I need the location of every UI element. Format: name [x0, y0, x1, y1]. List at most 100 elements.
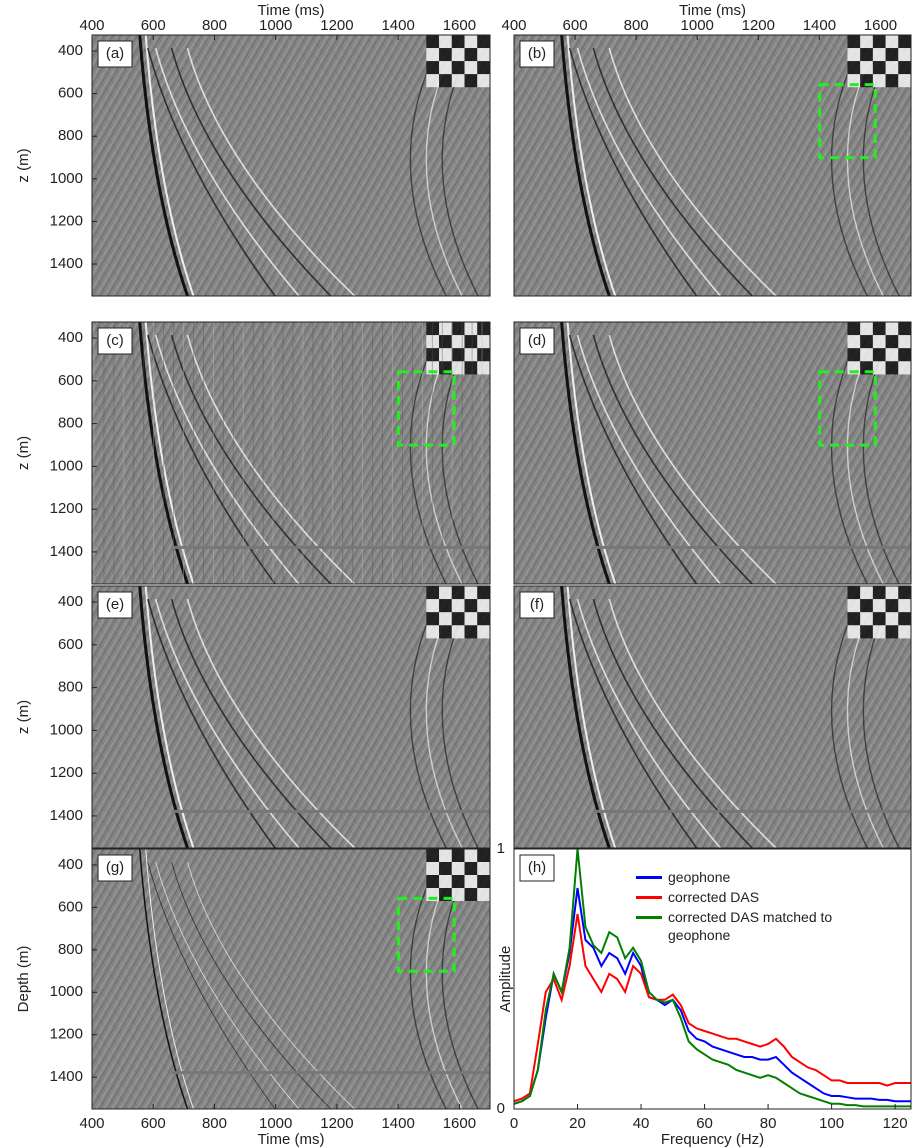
checker — [886, 586, 899, 599]
checker — [860, 61, 873, 74]
checker — [860, 335, 873, 348]
checker — [439, 625, 452, 638]
legend-label: corrected DAS — [668, 888, 838, 906]
x-tick-label: 600 — [141, 17, 166, 34]
checker — [873, 586, 886, 599]
checker — [439, 849, 452, 862]
checker — [860, 322, 873, 335]
y-tick-label: 400 — [58, 856, 83, 873]
y-tick-label: 600 — [58, 85, 83, 102]
checker — [477, 48, 490, 61]
x-tick-label: 400 — [79, 1115, 104, 1132]
checker — [886, 612, 899, 625]
x-tick-label: 1200 — [742, 17, 775, 34]
x-tick-label: 400 — [501, 17, 526, 34]
checker — [477, 61, 490, 74]
checker — [860, 625, 873, 638]
seismic-image — [92, 322, 490, 584]
checker — [465, 348, 478, 361]
checker — [465, 74, 478, 87]
checker — [465, 612, 478, 625]
checker — [886, 361, 899, 374]
checker — [426, 74, 439, 87]
y-tick-label: 800 — [58, 415, 83, 432]
y-tick-label: 1400 — [50, 543, 83, 560]
seismic-image — [514, 35, 911, 296]
checker — [439, 48, 452, 61]
checker — [873, 599, 886, 612]
checker — [860, 48, 873, 61]
x-tick-label: 1600 — [443, 1115, 476, 1132]
legend-label: corrected DAS matched to geophone — [668, 908, 838, 944]
checker — [860, 348, 873, 361]
checker — [452, 888, 465, 901]
checker — [465, 322, 478, 335]
checker — [898, 74, 911, 87]
x-tick-label: 1600 — [864, 17, 897, 34]
checker — [439, 322, 452, 335]
checker — [452, 599, 465, 612]
checker — [465, 361, 478, 374]
x-axis-label: Time (ms) — [258, 1131, 325, 1147]
seismic-image — [92, 35, 490, 296]
legend-label: geophone — [668, 868, 838, 886]
checker — [439, 875, 452, 888]
checker — [886, 74, 899, 87]
seismic-image — [514, 322, 911, 584]
checker — [452, 348, 465, 361]
checker — [873, 48, 886, 61]
checker — [439, 599, 452, 612]
checker — [426, 875, 439, 888]
checker — [886, 348, 899, 361]
checker — [873, 612, 886, 625]
y-axis-label: z (m) — [15, 436, 32, 470]
checker — [439, 335, 452, 348]
checker — [847, 625, 860, 638]
checker — [439, 612, 452, 625]
panel-label: (c) — [106, 332, 124, 349]
checker — [465, 61, 478, 74]
checker — [898, 348, 911, 361]
x-tick-label: 1200 — [320, 17, 353, 34]
y-tick-label: 800 — [58, 127, 83, 144]
checker — [898, 48, 911, 61]
x-tick-label: 1000 — [259, 17, 292, 34]
legend-swatch — [636, 876, 662, 879]
checker — [886, 35, 899, 48]
checker — [847, 612, 860, 625]
checker — [477, 599, 490, 612]
checker — [873, 625, 886, 638]
checker — [898, 599, 911, 612]
y-tick-label: 1000 — [50, 170, 83, 187]
y-axis-label: Depth (m) — [15, 946, 32, 1013]
y-tick-label: 1200 — [50, 212, 83, 229]
checker — [452, 612, 465, 625]
checker — [426, 612, 439, 625]
y-tick-label: 600 — [58, 636, 83, 653]
checker — [886, 625, 899, 638]
x-tick-label: 1400 — [803, 17, 836, 34]
checker — [873, 335, 886, 348]
checker — [465, 586, 478, 599]
panel-label: (e) — [106, 596, 124, 613]
x-tick-label: 600 — [563, 17, 588, 34]
checker — [873, 35, 886, 48]
checker — [477, 35, 490, 48]
checker — [898, 61, 911, 74]
x-tick-label: 40 — [633, 1115, 650, 1132]
checker — [847, 335, 860, 348]
checker — [452, 862, 465, 875]
checker — [477, 586, 490, 599]
figure-canvas: (a)4006008001000120014001600Time (ms)400… — [0, 0, 913, 1147]
y-axis-label: z (m) — [15, 148, 32, 182]
checker — [426, 48, 439, 61]
x-tick-label: 1000 — [681, 17, 714, 34]
x-tick-label: 1200 — [320, 1115, 353, 1132]
checker — [898, 322, 911, 335]
y-tick-label: 0 — [497, 1100, 505, 1117]
checker — [439, 862, 452, 875]
checker — [860, 35, 873, 48]
checker — [477, 361, 490, 374]
checker — [452, 849, 465, 862]
checker — [452, 48, 465, 61]
